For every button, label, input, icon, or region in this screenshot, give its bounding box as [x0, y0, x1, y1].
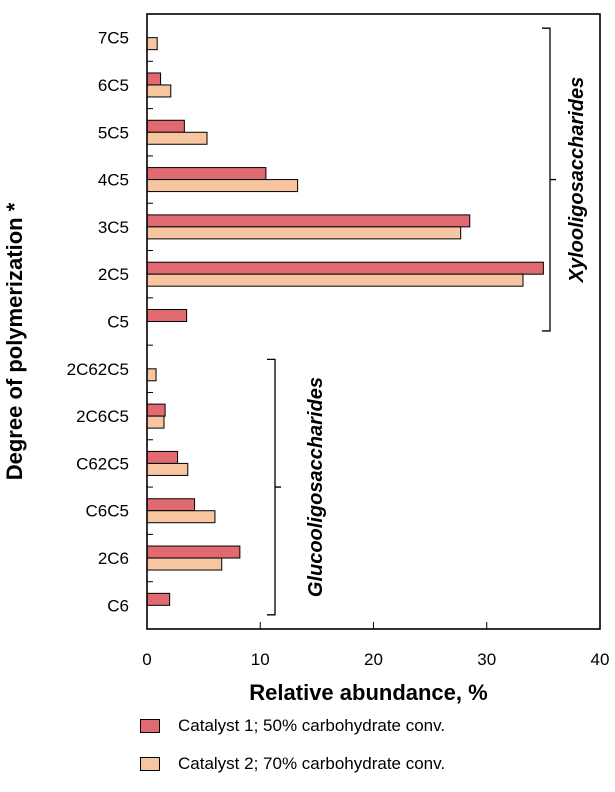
bar-series-2-4C5	[146, 179, 299, 193]
y-tick-label-4C5: 4C5	[98, 171, 129, 190]
y-tick-label-6C5: 6C5	[98, 76, 129, 95]
legend-label-series-1: Catalyst 1; 50% carbohydrate conv.	[178, 716, 446, 735]
bar-series-1-C62C5	[146, 450, 179, 464]
x-axis-title: Relative abundance, %	[249, 680, 487, 705]
bar-series-1-2C6C5	[146, 403, 166, 417]
bar-series-2-2C62C5	[146, 368, 157, 382]
bar-series-1-C5	[146, 309, 188, 322]
bar-series-2-2C5	[146, 273, 524, 287]
x-tick-label-20: 20	[364, 650, 383, 669]
bar-series-1-2C5	[146, 261, 544, 275]
bar-series-2-C62C5	[146, 462, 189, 476]
annotation-glucooligosaccharides: Glucooligosaccharides	[305, 377, 327, 597]
bar-series-2-2C6C5	[146, 415, 165, 429]
y-tick-label-2C6C5: 2C6C5	[76, 407, 129, 426]
legend-label-series-2: Catalyst 2; 70% carbohydrate conv.	[178, 754, 446, 773]
y-tick-label-C5: C5	[107, 313, 129, 332]
y-tick-label-C62C5: C62C5	[76, 454, 129, 473]
bar-series-1-4C5	[146, 167, 267, 181]
bar-series-2-3C5	[146, 226, 462, 240]
y-tick-label-7C5: 7C5	[98, 29, 129, 48]
x-tick-label-40: 40	[591, 650, 610, 669]
bar-series-2-C6C5	[146, 510, 216, 524]
bar-series-2-6C5	[146, 84, 172, 98]
y-tick-label-5C5: 5C5	[98, 123, 129, 142]
x-tick-label-30: 30	[477, 650, 496, 669]
bracket-glucooligosaccharides	[267, 358, 281, 616]
annotation-xylooligosaccharides: Xylooligosaccharides	[566, 77, 588, 284]
bar-series-1-2C6	[146, 545, 241, 559]
chart: 7C5 6C5 5C5 4C5 3C5 2C5 C5 2C62C5 2C6C5 C62C5 C6C5…	[2, 13, 610, 705]
y-tick-label-2C62C5: 2C62C5	[67, 360, 129, 379]
bar-series-2-5C5	[146, 131, 208, 145]
bar-series-2-7C5	[146, 37, 158, 51]
bar-series-2-2C6	[146, 557, 223, 571]
legend-swatch-series-1	[140, 719, 160, 733]
y-tick-label-C6C5: C6C5	[86, 502, 129, 521]
x-tick-label-10: 10	[251, 650, 270, 669]
y-tick-label-2C6: 2C6	[98, 549, 129, 568]
plot-frame	[146, 13, 601, 630]
bar-series-1-C6C5	[146, 498, 196, 512]
y-tick-label-2C5: 2C5	[98, 265, 129, 284]
bar-series-1-5C5	[146, 119, 185, 133]
x-tick-label-0: 0	[142, 650, 151, 669]
bracket-xylooligosaccharides	[542, 27, 556, 332]
bar-series-1-3C5	[146, 214, 471, 228]
bar-series-1-C6	[146, 592, 171, 606]
legend-swatch-series-2	[140, 757, 160, 771]
y-tick-label-3C5: 3C5	[98, 218, 129, 237]
y-tick-label-C6: C6	[107, 596, 129, 615]
bar-series-1-6C5	[146, 72, 162, 86]
y-axis-title: Degree of polymerization *	[2, 202, 27, 480]
